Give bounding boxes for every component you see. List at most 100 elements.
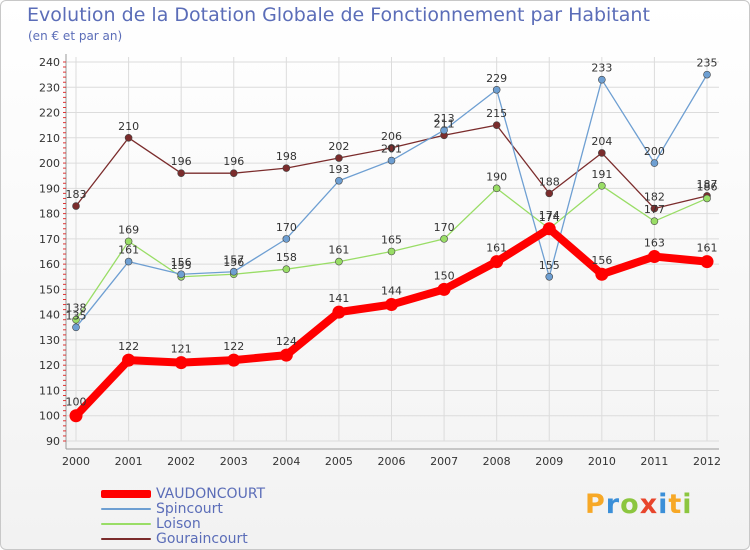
data-label-spincourt: 201 — [381, 143, 402, 156]
data-point-loison — [335, 257, 343, 266]
x-tick-label: 2005 — [325, 455, 353, 468]
y-tick-label: 110 — [39, 384, 60, 397]
data-label-spincourt: 161 — [118, 244, 139, 257]
x-tick-label: 2009 — [535, 455, 563, 468]
logo-letter: o — [620, 489, 640, 520]
data-label-loison: 190 — [486, 170, 507, 183]
x-tick-label: 2007 — [430, 455, 458, 468]
data-label-vaudoncourt: 121 — [171, 343, 192, 356]
data-label-spincourt: 193 — [328, 163, 349, 176]
data-point-loison — [387, 247, 396, 256]
data-label-spincourt: 156 — [171, 256, 192, 269]
data-label-spincourt: 135 — [66, 309, 87, 322]
data-point-spincourt — [598, 75, 606, 84]
y-tick-label: 220 — [39, 107, 60, 120]
data-label-gouraincourt: 204 — [591, 135, 612, 148]
data-point-vaudoncourt — [490, 255, 504, 269]
legend-item-loison: Loison — [101, 516, 265, 532]
data-label-vaudoncourt: 150 — [434, 269, 455, 282]
logo-letter: t — [668, 489, 683, 520]
data-label-vaudoncourt: 174 — [539, 209, 560, 222]
data-label-loison: 169 — [118, 223, 139, 236]
data-point-vaudoncourt — [542, 222, 556, 236]
data-label-spincourt: 233 — [591, 62, 612, 75]
data-label-spincourt: 213 — [434, 112, 455, 125]
data-point-spincourt — [177, 270, 185, 279]
y-tick-label: 190 — [39, 182, 60, 195]
legend-swatch — [101, 537, 151, 540]
data-point-vaudoncourt — [437, 282, 451, 296]
data-label-loison: 177 — [644, 203, 665, 216]
data-point-vaudoncourt — [647, 250, 661, 264]
data-point-gouraincourt — [387, 144, 396, 152]
data-label-loison: 165 — [381, 234, 402, 247]
x-tick-label: 2010 — [588, 455, 616, 468]
data-label-gouraincourt: 188 — [539, 175, 560, 188]
data-label-gouraincourt: 187 — [697, 178, 718, 191]
data-label-spincourt: 200 — [644, 145, 665, 158]
y-tick-label: 130 — [39, 334, 60, 347]
data-point-spincourt — [387, 156, 396, 165]
data-label-loison: 161 — [328, 244, 349, 257]
data-point-spincourt — [72, 323, 80, 332]
data-label-gouraincourt: 202 — [328, 140, 349, 153]
data-point-gouraincourt — [124, 134, 133, 142]
x-tick-label: 2004 — [272, 455, 300, 468]
y-tick-label: 150 — [39, 283, 60, 296]
data-label-loison: 138 — [66, 302, 87, 315]
y-tick-label: 240 — [39, 56, 60, 69]
data-point-spincourt — [229, 267, 238, 276]
data-point-loison — [282, 265, 291, 273]
data-label-gouraincourt: 196 — [223, 155, 244, 168]
data-point-loison — [650, 217, 659, 225]
data-label-gouraincourt: 196 — [171, 155, 192, 168]
data-point-spincourt — [650, 159, 659, 167]
logo-letter: x — [639, 489, 659, 520]
legend-item-vaudoncourt: VAUDONCOURT — [101, 485, 266, 502]
data-label-vaudoncourt: 141 — [328, 292, 349, 305]
data-label-loison: 155 — [171, 259, 192, 272]
y-tick-label: 140 — [39, 309, 60, 322]
y-tick-label: 170 — [39, 233, 60, 246]
data-label-loison: 158 — [276, 251, 297, 264]
data-label-spincourt: 155 — [539, 259, 560, 272]
x-tick-label: 2006 — [378, 455, 406, 468]
logo-letter: P — [585, 489, 606, 520]
data-point-spincourt — [124, 257, 133, 266]
y-tick-label: 90 — [46, 435, 60, 448]
legend-swatch — [101, 507, 151, 510]
y-tick-label: 100 — [39, 410, 60, 423]
x-tick-label: 2001 — [115, 455, 143, 468]
y-tick-label: 210 — [39, 132, 60, 145]
data-point-gouraincourt — [545, 189, 554, 198]
y-tick-label: 230 — [39, 81, 60, 94]
data-label-loison: 191 — [591, 168, 612, 181]
logo-letter: i — [682, 489, 693, 520]
chart-title: Evolution de la Dotation Globale de Fonc… — [27, 4, 650, 26]
x-tick-label: 2002 — [167, 455, 195, 468]
data-point-vaudoncourt — [227, 353, 241, 367]
data-label-loison: 156 — [223, 256, 244, 269]
data-label-gouraincourt: 182 — [644, 191, 665, 204]
legend-label: VAUDONCOURT — [156, 485, 266, 502]
data-label-vaudoncourt: 156 — [591, 254, 612, 267]
data-point-loison — [440, 235, 448, 243]
data-point-loison — [703, 194, 711, 203]
plot-area: 90 100 110 120 130 140 150 160 170 180 190 200 210 22… — [39, 54, 721, 468]
data-point-spincourt — [440, 126, 448, 135]
data-label-gouraincourt: 183 — [66, 188, 87, 201]
data-point-vaudoncourt — [700, 255, 714, 269]
data-label-vaudoncourt: 161 — [697, 242, 718, 255]
data-point-vaudoncourt — [332, 305, 346, 319]
y-tick-label: 180 — [39, 208, 60, 221]
data-point-gouraincourt — [177, 169, 185, 177]
data-point-vaudoncourt — [122, 353, 136, 367]
data-point-gouraincourt — [598, 149, 606, 157]
data-point-gouraincourt — [282, 164, 291, 172]
data-label-spincourt: 170 — [276, 221, 297, 234]
data-label-loison: 174 — [539, 211, 560, 224]
data-point-spincourt — [335, 176, 343, 185]
y-tick-label: 160 — [39, 258, 60, 271]
logo-letter: i — [658, 489, 669, 520]
